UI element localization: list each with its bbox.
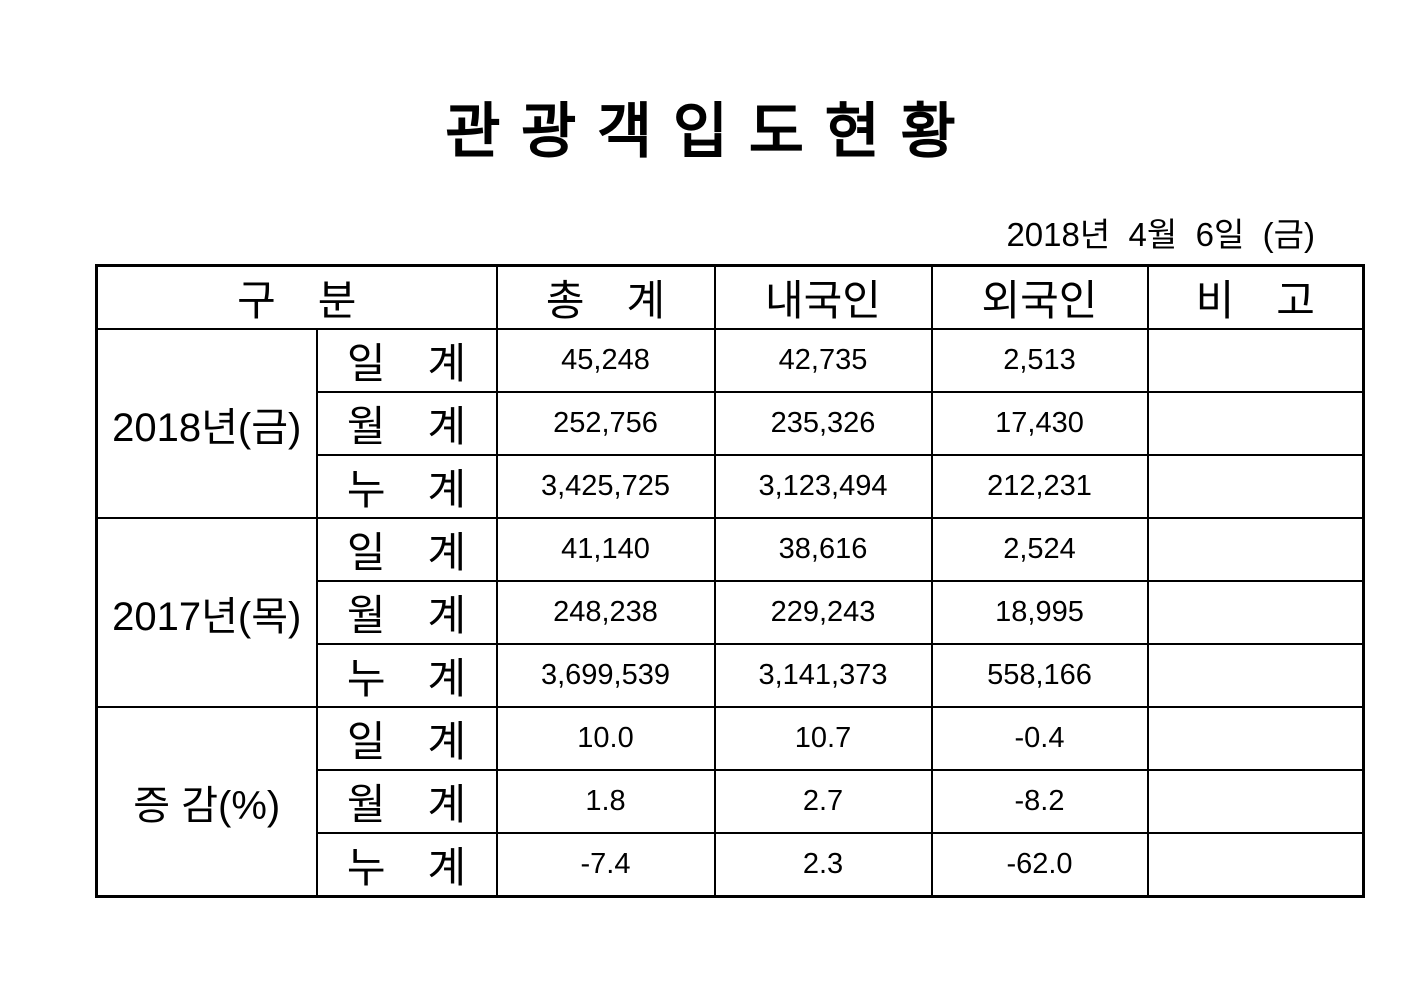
value-total: 10.0 [495,706,716,771]
remarks-cell [1146,643,1365,708]
remarks-cell [1146,517,1365,582]
row-label-monthly: 월 계 [315,580,498,645]
row-label-daily: 일 계 [315,328,498,393]
table-row: 누 계 3,699,539 3,141,373 558,166 [97,643,1365,708]
value-domestic: 229,243 [713,580,933,645]
report-date: 2018년 4월 6일 (금) [1006,216,1315,253]
value-foreign: 2,513 [930,328,1149,393]
group-label-change-pct: 증 감(%) [95,706,318,898]
remarks-cell [1146,580,1365,645]
column-header-category: 구 분 [95,264,498,330]
value-domestic: 3,123,494 [713,454,933,519]
value-foreign: -8.2 [930,769,1149,834]
column-header-domestic: 내국인 [713,264,933,330]
value-total: 45,248 [495,328,716,393]
value-domestic: 10.7 [713,706,933,771]
value-domestic: 42,735 [713,328,933,393]
value-domestic: 3,141,373 [713,643,933,708]
value-foreign: 558,166 [930,643,1149,708]
row-label-monthly: 월 계 [315,769,498,834]
row-label-daily: 일 계 [315,706,498,771]
tourist-arrival-table: 구 분 총 계 내국인 외국인 비 고 2018년(금) 일 계 45,248 … [95,264,1365,898]
table-row: 누 계 -7.4 2.3 -62.0 [97,832,1365,898]
value-total: 248,238 [495,580,716,645]
row-label-monthly: 월 계 [315,391,498,456]
value-total: 3,425,725 [495,454,716,519]
remarks-cell [1146,706,1365,771]
table-row: 2018년(금) 일 계 45,248 42,735 2,513 [95,328,1365,519]
value-foreign: 2,524 [930,517,1149,582]
table-row: 증 감(%) 일 계 10.0 10.7 -0.4 [95,706,1365,898]
table-row: 월 계 248,238 229,243 18,995 [97,580,1365,645]
value-foreign: 212,231 [930,454,1149,519]
value-total: -7.4 [495,832,716,898]
table-header-row: 구 분 총 계 내국인 외국인 비 고 [95,264,1365,330]
value-foreign: 18,995 [930,580,1149,645]
row-label-daily: 일 계 [315,517,498,582]
page-title: 관 광 객 입 도 현 황 [445,98,958,165]
value-total: 3,699,539 [495,643,716,708]
value-total: 252,756 [495,391,716,456]
remarks-cell [1146,454,1365,519]
column-header-total: 총 계 [495,264,716,330]
document-page: 관 광 객 입 도 현 황 2018년 4월 6일 (금) 구 분 총 계 내국… [0,97,1403,992]
value-foreign: 17,430 [930,391,1149,456]
group-label-2018: 2018년(금) [95,328,318,519]
row-label-cumulative: 누 계 [315,832,498,898]
remarks-cell [1146,832,1365,898]
value-total: 1.8 [495,769,716,834]
group-label-2017: 2017년(목) [95,517,318,708]
remarks-cell [1146,769,1365,834]
column-header-foreign: 외국인 [930,264,1149,330]
table-row: 누 계 3,425,725 3,123,494 212,231 [97,454,1365,519]
row-label-cumulative: 누 계 [315,454,498,519]
row-label-cumulative: 누 계 [315,643,498,708]
column-header-remarks: 비 고 [1146,264,1365,330]
table-row: 월 계 252,756 235,326 17,430 [97,391,1365,456]
value-domestic: 235,326 [713,391,933,456]
value-total: 41,140 [495,517,716,582]
remarks-cell [1146,391,1365,456]
value-domestic: 38,616 [713,517,933,582]
value-foreign: -0.4 [930,706,1149,771]
value-domestic: 2.7 [713,769,933,834]
remarks-cell [1146,328,1365,393]
table-row: 2017년(목) 일 계 41,140 38,616 2,524 [95,517,1365,708]
table-row: 월 계 1.8 2.7 -8.2 [97,769,1365,834]
value-domestic: 2.3 [713,832,933,898]
value-foreign: -62.0 [930,832,1149,898]
